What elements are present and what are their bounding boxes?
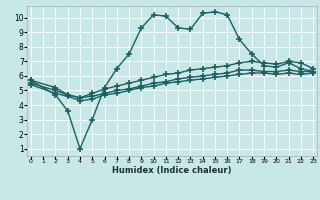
X-axis label: Humidex (Indice chaleur): Humidex (Indice chaleur) (112, 166, 232, 175)
